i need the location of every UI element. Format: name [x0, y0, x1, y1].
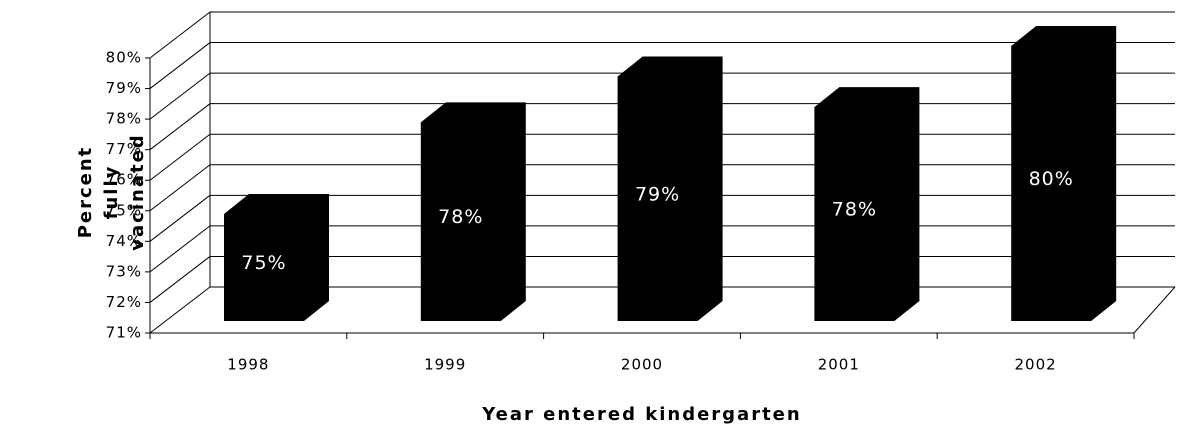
- bar: [814, 87, 920, 321]
- grid-line: [149, 256, 211, 303]
- grid-line: [149, 194, 211, 242]
- grid-line: [149, 286, 211, 334]
- y-tick-label: 74%: [106, 232, 142, 250]
- value-label: 79%: [635, 183, 680, 205]
- y-tick-label: 73%: [106, 262, 142, 280]
- y-tick-label: 80%: [106, 49, 142, 67]
- floor-edge: [1133, 286, 1176, 334]
- x-tick-label: 1998: [227, 356, 269, 374]
- value-label: 80%: [1029, 168, 1074, 190]
- y-tick-label: 72%: [106, 293, 142, 311]
- bar: [420, 102, 526, 321]
- y-axis-title: Percent fully vacinated: [75, 133, 148, 251]
- grid-line: [149, 72, 211, 120]
- value-label: 75%: [241, 252, 286, 274]
- grid-line: [149, 164, 211, 212]
- x-tick-label: 2000: [621, 356, 663, 374]
- x-tick-label: 2001: [818, 356, 860, 374]
- x-tick-label: 2002: [1015, 356, 1057, 374]
- grid-line: [149, 103, 211, 151]
- y-tick-label: 77%: [106, 140, 142, 158]
- y-tick-label: 76%: [106, 171, 142, 189]
- bar: [617, 56, 723, 322]
- grid-line: [149, 225, 211, 273]
- y-tick-label: 78%: [106, 110, 142, 128]
- value-label: 78%: [832, 199, 877, 221]
- grid-line: [149, 42, 211, 89]
- x-axis-title: Year entered kindergarten: [482, 404, 802, 425]
- y-tick-label: 75%: [106, 201, 142, 219]
- x-tick-label: 1999: [424, 356, 466, 374]
- value-label: 78%: [438, 206, 483, 228]
- y-tick-label: 79%: [106, 79, 142, 97]
- y-tick-label: 71%: [106, 324, 142, 342]
- bar: [224, 194, 329, 321]
- bar: [1011, 26, 1117, 321]
- grid-line: [149, 11, 211, 59]
- grid-line: [149, 133, 211, 181]
